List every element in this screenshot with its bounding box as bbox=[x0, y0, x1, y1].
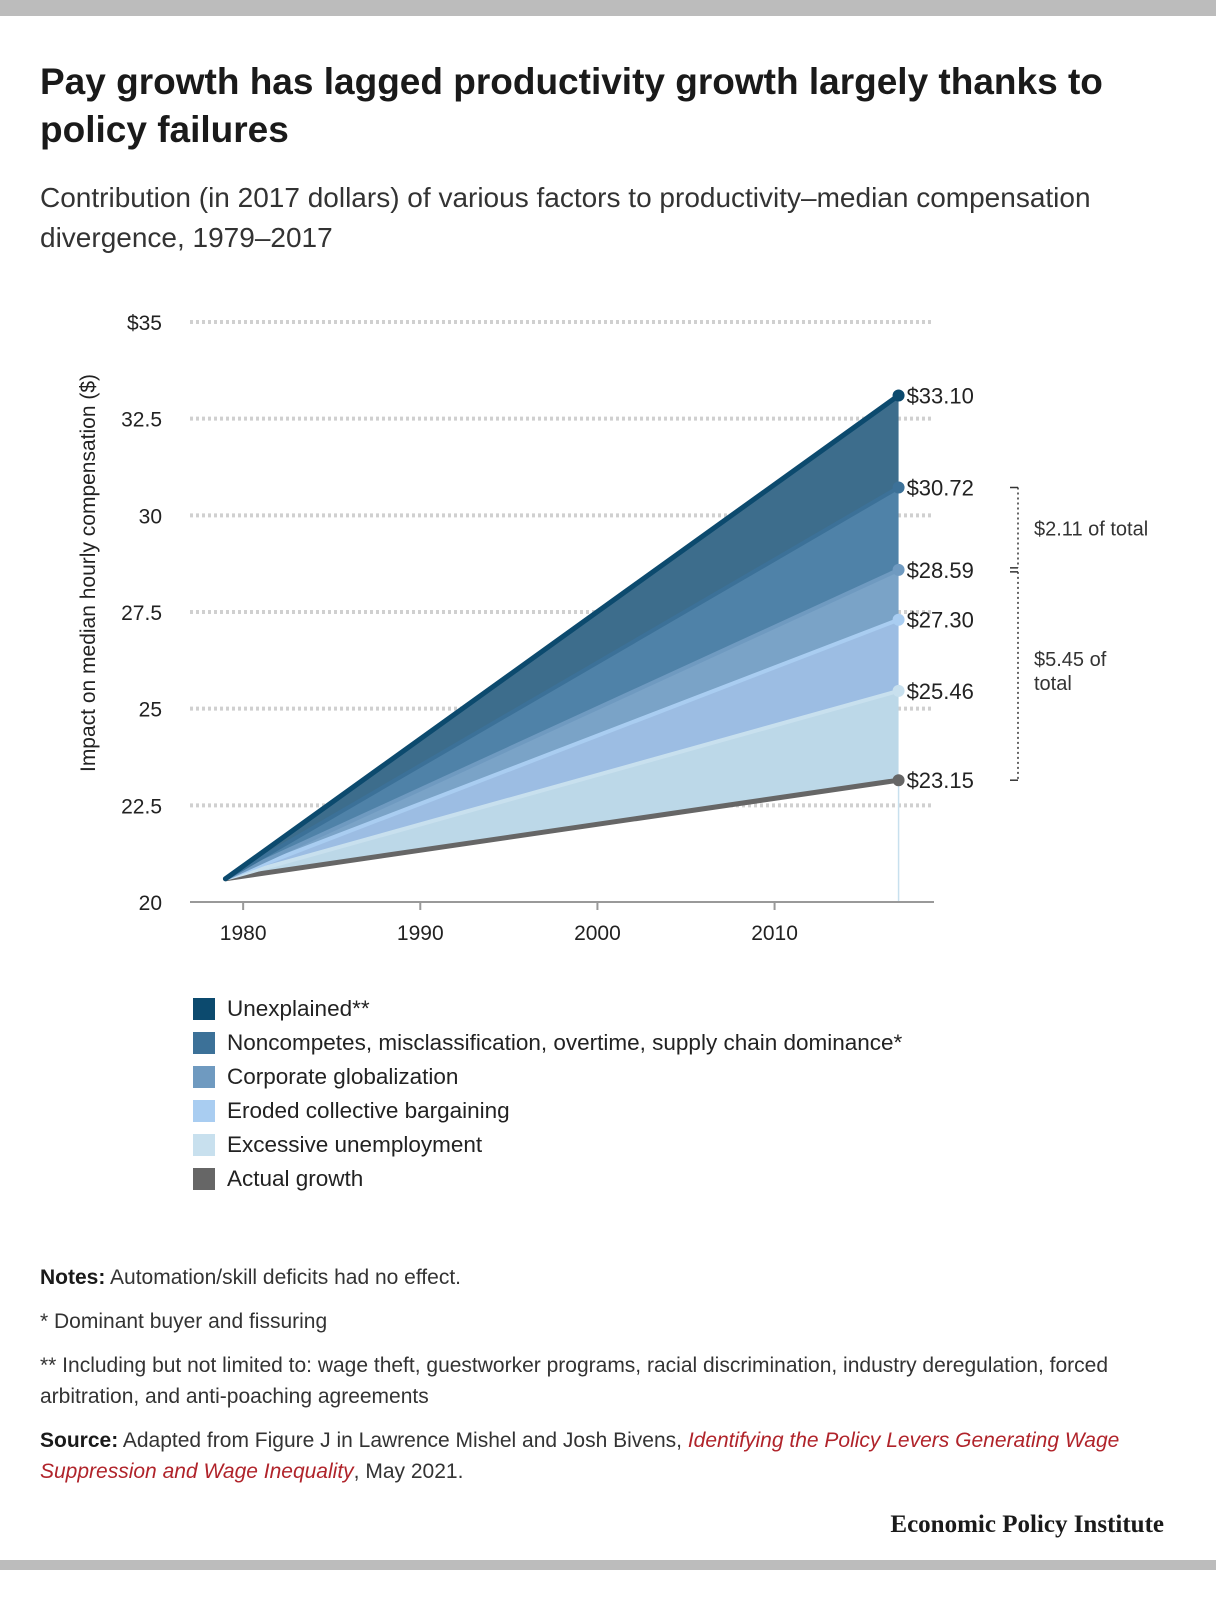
chart-subtitle: Contribution (in 2017 dollars) of variou… bbox=[40, 182, 1091, 253]
notes-line: Notes: Automation/skill deficits had no … bbox=[40, 1262, 1160, 1293]
end-value-label: $25.46 bbox=[907, 679, 974, 704]
bracket-annotations: $2.11 of total $5.45 of total bbox=[1010, 486, 1148, 781]
legend-label: Corporate globalization bbox=[227, 1064, 459, 1089]
footnote-1: * Dominant buyer and fissuring bbox=[40, 1310, 328, 1333]
y-tick-label: 20 bbox=[139, 892, 162, 915]
brand-logo-text: Economic Policy Institute bbox=[890, 1511, 1164, 1538]
series-line bbox=[222, 392, 902, 882]
end-marker bbox=[892, 389, 905, 402]
end-value-label: $33.10 bbox=[907, 383, 974, 408]
source-label: Source: bbox=[40, 1429, 119, 1452]
y-tick-label: $35 bbox=[127, 312, 162, 335]
bracket-label-line: total bbox=[1034, 673, 1072, 695]
y-tick-label: 22.5 bbox=[121, 795, 162, 818]
notes-section: Notes: Automation/skill deficits had no … bbox=[40, 1262, 1160, 1500]
series-line bbox=[222, 777, 902, 882]
legend: Unexplained** Noncompetes, misclassificat… bbox=[193, 992, 902, 1196]
source-post: , May 2021. bbox=[353, 1460, 464, 1483]
bottom-border bbox=[0, 1560, 1216, 1570]
end-markers: $33.10 $30.72 $28.59 $27.30 $25.46 $23.15 bbox=[892, 383, 974, 793]
end-value-label: $23.15 bbox=[907, 768, 974, 793]
legend-item: Excessive unemployment bbox=[193, 1128, 902, 1162]
legend-item: Unexplained** bbox=[193, 992, 902, 1026]
legend-swatch bbox=[193, 1168, 215, 1190]
end-value-label: $30.72 bbox=[907, 475, 974, 500]
footnote-2: ** Including but not limited to: wage th… bbox=[40, 1354, 1109, 1408]
notes-text: Automation/skill deficits had no effect. bbox=[105, 1266, 461, 1289]
end-value-label: $27.30 bbox=[907, 608, 974, 633]
end-value-label: $28.59 bbox=[907, 558, 974, 583]
legend-label: Noncompetes, misclassification, overtime… bbox=[227, 1030, 903, 1055]
bracket-label-line: $5.45 of bbox=[1034, 649, 1107, 671]
legend-item: Actual growth bbox=[193, 1162, 902, 1196]
x-tick-label: 1980 bbox=[220, 922, 267, 940]
legend-swatch bbox=[193, 1100, 215, 1122]
y-tick-label: 27.5 bbox=[121, 602, 162, 625]
legend-swatch bbox=[193, 1134, 215, 1156]
series-line bbox=[223, 617, 901, 881]
legend-item: Corporate globalization bbox=[193, 1060, 902, 1094]
end-marker bbox=[892, 563, 905, 576]
legend-item: Eroded collective bargaining bbox=[193, 1094, 902, 1128]
legend-swatch bbox=[193, 1066, 215, 1088]
legend-label: Actual growth bbox=[227, 1166, 364, 1191]
legend-item: Noncompetes, misclassification, overtime… bbox=[193, 1026, 902, 1060]
series-line bbox=[223, 485, 901, 881]
y-tick-label: 25 bbox=[139, 699, 162, 722]
notes-label: Notes: bbox=[40, 1266, 106, 1289]
legend-swatch bbox=[193, 998, 215, 1020]
chart-title: Pay growth has lagged productivity growt… bbox=[40, 61, 1103, 150]
x-tick-label: 1990 bbox=[397, 922, 444, 940]
series-line bbox=[223, 688, 901, 881]
source-link[interactable]: Identifying the Policy Levers Generating… bbox=[40, 1429, 1120, 1483]
source-line: Source: Adapted from Figure J in Lawrenc… bbox=[40, 1425, 1160, 1487]
end-marker bbox=[892, 613, 905, 626]
bracket-label: $2.11 of total bbox=[1034, 519, 1148, 541]
end-marker bbox=[892, 481, 905, 494]
legend-label: Excessive unemployment bbox=[227, 1132, 483, 1157]
y-tick-label: 32.5 bbox=[121, 409, 162, 432]
top-border bbox=[0, 0, 1216, 16]
end-marker bbox=[892, 684, 905, 697]
series-line bbox=[223, 567, 901, 881]
source-pre: Adapted from Figure J in Lawrence Mishel… bbox=[118, 1429, 688, 1452]
area-layers bbox=[225, 395, 900, 902]
end-marker bbox=[892, 774, 905, 787]
axes: 20 22.5 25 27.5 30 32.5 $35 1980 1990 2000 2010 bbox=[121, 312, 934, 940]
x-tick-label: 2000 bbox=[574, 922, 621, 940]
x-tick-label: 2010 bbox=[751, 922, 798, 940]
series-lines bbox=[222, 392, 902, 882]
legend-label: Eroded collective bargaining bbox=[227, 1098, 510, 1123]
legend-label: Unexplained** bbox=[227, 996, 370, 1021]
y-axis-label: Impact on median hourly compensation ($) bbox=[77, 374, 100, 772]
area-chart: 20 22.5 25 27.5 30 32.5 $35 1980 1990 2000 2010 $3… bbox=[77, 312, 1148, 940]
y-tick-label: 30 bbox=[139, 505, 162, 528]
bracket-label: $5.45 of total bbox=[1034, 649, 1107, 695]
legend-swatch bbox=[193, 1032, 215, 1054]
